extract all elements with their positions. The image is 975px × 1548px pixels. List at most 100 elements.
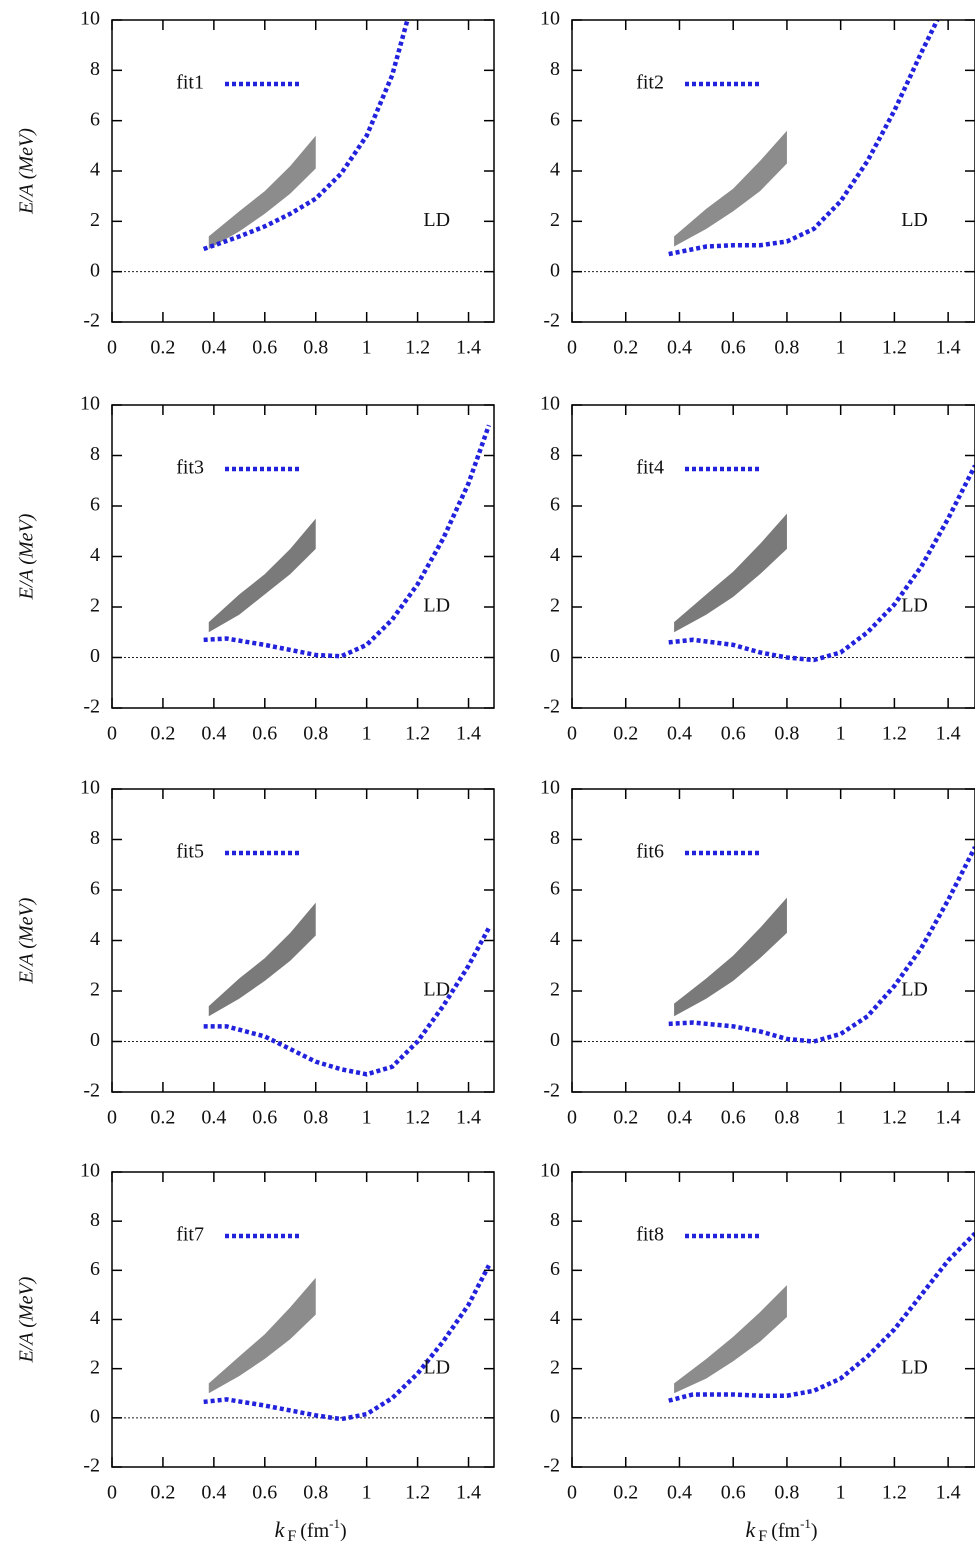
- x-tick-label: 0: [567, 1482, 577, 1504]
- y-tick-label: 8: [550, 58, 560, 80]
- x-tick-label: 0.4: [201, 337, 226, 359]
- y-tick-label: 6: [90, 494, 100, 516]
- y-tick-label: 4: [90, 928, 100, 950]
- x-tick-label: 1.4: [456, 337, 481, 359]
- x-tick-label: 0: [107, 1482, 117, 1504]
- annotation: LD: [901, 209, 928, 231]
- legend-label: fit3: [176, 457, 204, 479]
- x-tick-label: 0.8: [303, 1482, 328, 1504]
- annotation: LD: [901, 595, 928, 617]
- x-axis-label-part: (fm: [771, 1520, 800, 1542]
- x-tick-label: 1: [836, 337, 846, 359]
- band: [674, 1285, 787, 1394]
- x-tick-label: 0: [107, 337, 117, 359]
- fit-curve: [203, 1264, 491, 1422]
- x-tick-label: 0.2: [150, 337, 175, 359]
- y-tick-label: 0: [90, 1405, 100, 1427]
- x-tick-label: 0.4: [201, 1482, 226, 1504]
- x-tick-label: 0.4: [201, 723, 226, 745]
- y-axis-label: E/A (MeV): [16, 1276, 38, 1363]
- x-axis-label-part: (fm: [300, 1520, 329, 1542]
- x-tick-label: 1.2: [882, 337, 907, 359]
- x-tick-label: 0.4: [667, 337, 692, 359]
- x-tick-label: 0.6: [721, 723, 746, 745]
- annotation: LD: [901, 979, 928, 1001]
- x-axis-label: k F (fm-1): [746, 1516, 818, 1545]
- x-tick-label: 1: [836, 723, 846, 745]
- x-tick-label: 1: [836, 1482, 846, 1504]
- y-tick-label: 0: [550, 645, 560, 667]
- legend-label: fit8: [636, 1224, 664, 1246]
- x-axis-label-part: -1: [329, 1516, 340, 1531]
- y-tick-label: -2: [543, 1455, 560, 1477]
- y-tick-label: 10: [540, 777, 560, 799]
- fit-curve: [202, 20, 410, 252]
- y-tick-label: 4: [550, 159, 560, 181]
- y-tick-label: -2: [83, 696, 100, 718]
- y-tick-label: 10: [80, 777, 100, 799]
- y-tick-label: 0: [550, 1405, 560, 1427]
- band: [208, 902, 316, 1017]
- x-axis-label: k F (fm-1): [275, 1516, 347, 1545]
- y-tick-label: 10: [540, 1160, 560, 1182]
- y-tick-label: 0: [550, 1029, 560, 1051]
- x-axis-label-part: ): [811, 1520, 818, 1542]
- y-tick-label: 2: [90, 979, 100, 1001]
- y-tick-label: 6: [90, 1258, 100, 1280]
- y-tick-label: 8: [90, 827, 100, 849]
- x-tick-label: 0.6: [721, 1107, 746, 1129]
- x-tick-label: 0.6: [721, 337, 746, 359]
- annotation: LD: [423, 1356, 450, 1378]
- x-tick-label: 0.8: [774, 723, 799, 745]
- y-tick-label: -2: [83, 1080, 100, 1102]
- y-tick-label: 4: [550, 1307, 560, 1329]
- x-axis-label-part: F: [758, 1528, 767, 1545]
- legend-label: fit2: [636, 72, 664, 94]
- y-tick-label: 10: [80, 1160, 100, 1182]
- y-tick-label: 2: [550, 1356, 560, 1378]
- y-tick-label: -2: [543, 1080, 560, 1102]
- x-axis-label-part: k: [275, 1517, 286, 1542]
- y-tick-label: 10: [80, 393, 100, 415]
- x-tick-label: 0.6: [252, 1482, 277, 1504]
- annotation: LD: [901, 1356, 928, 1378]
- x-axis-label-part: F: [287, 1528, 296, 1545]
- y-axis-label: E/A (MeV): [16, 513, 38, 600]
- x-axis-label-part: ): [340, 1520, 347, 1542]
- x-tick-label: 1.4: [936, 723, 961, 745]
- y-tick-label: 2: [550, 979, 560, 1001]
- y-tick-label: 4: [90, 159, 100, 181]
- x-tick-label: 1.4: [456, 1107, 481, 1129]
- y-tick-label: 6: [550, 494, 560, 516]
- x-tick-label: 0.4: [667, 1482, 692, 1504]
- band: [674, 513, 787, 633]
- x-tick-label: 1.4: [456, 1482, 481, 1504]
- band: [674, 897, 787, 1017]
- fit-curve: [668, 846, 975, 1044]
- y-tick-label: 8: [90, 443, 100, 465]
- x-tick-label: 0.4: [667, 1107, 692, 1129]
- x-tick-label: 1.2: [405, 1482, 430, 1504]
- y-tick-label: 8: [550, 443, 560, 465]
- y-axis-label: E/A (MeV): [16, 128, 38, 215]
- y-tick-label: 2: [550, 595, 560, 617]
- x-tick-label: 1: [362, 723, 372, 745]
- x-tick-label: 0.2: [613, 723, 638, 745]
- x-tick-label: 0.4: [201, 1107, 226, 1129]
- y-tick-label: 6: [550, 1258, 560, 1280]
- x-tick-label: 0.4: [667, 723, 692, 745]
- x-tick-label: 0.8: [303, 723, 328, 745]
- x-tick-label: 0.8: [774, 337, 799, 359]
- y-tick-label: 2: [90, 1356, 100, 1378]
- x-tick-label: 0.6: [721, 1482, 746, 1504]
- x-tick-label: 1: [362, 1107, 372, 1129]
- x-tick-label: 0.6: [252, 337, 277, 359]
- y-tick-label: 4: [550, 544, 560, 566]
- y-tick-label: 10: [540, 393, 560, 415]
- x-tick-label: 0.2: [613, 337, 638, 359]
- y-tick-label: 8: [550, 1209, 560, 1231]
- annotation: LD: [423, 595, 450, 617]
- x-tick-label: 0.8: [303, 1107, 328, 1129]
